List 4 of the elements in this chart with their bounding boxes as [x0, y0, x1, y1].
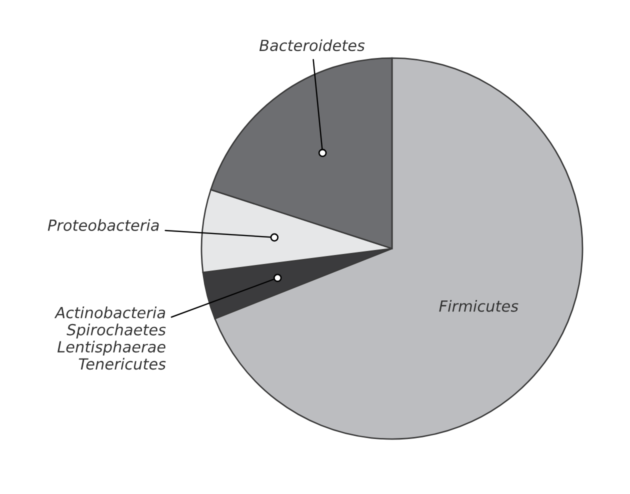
slice-label: Bacteroidetes	[259, 39, 365, 52]
slice-label: Actinobacteria Spirochaetes Lentisphaerae Tenericutes	[54, 306, 166, 370]
slice-label: Firmicutes	[439, 300, 518, 312]
slice-label: Proteobacteria	[48, 219, 159, 232]
